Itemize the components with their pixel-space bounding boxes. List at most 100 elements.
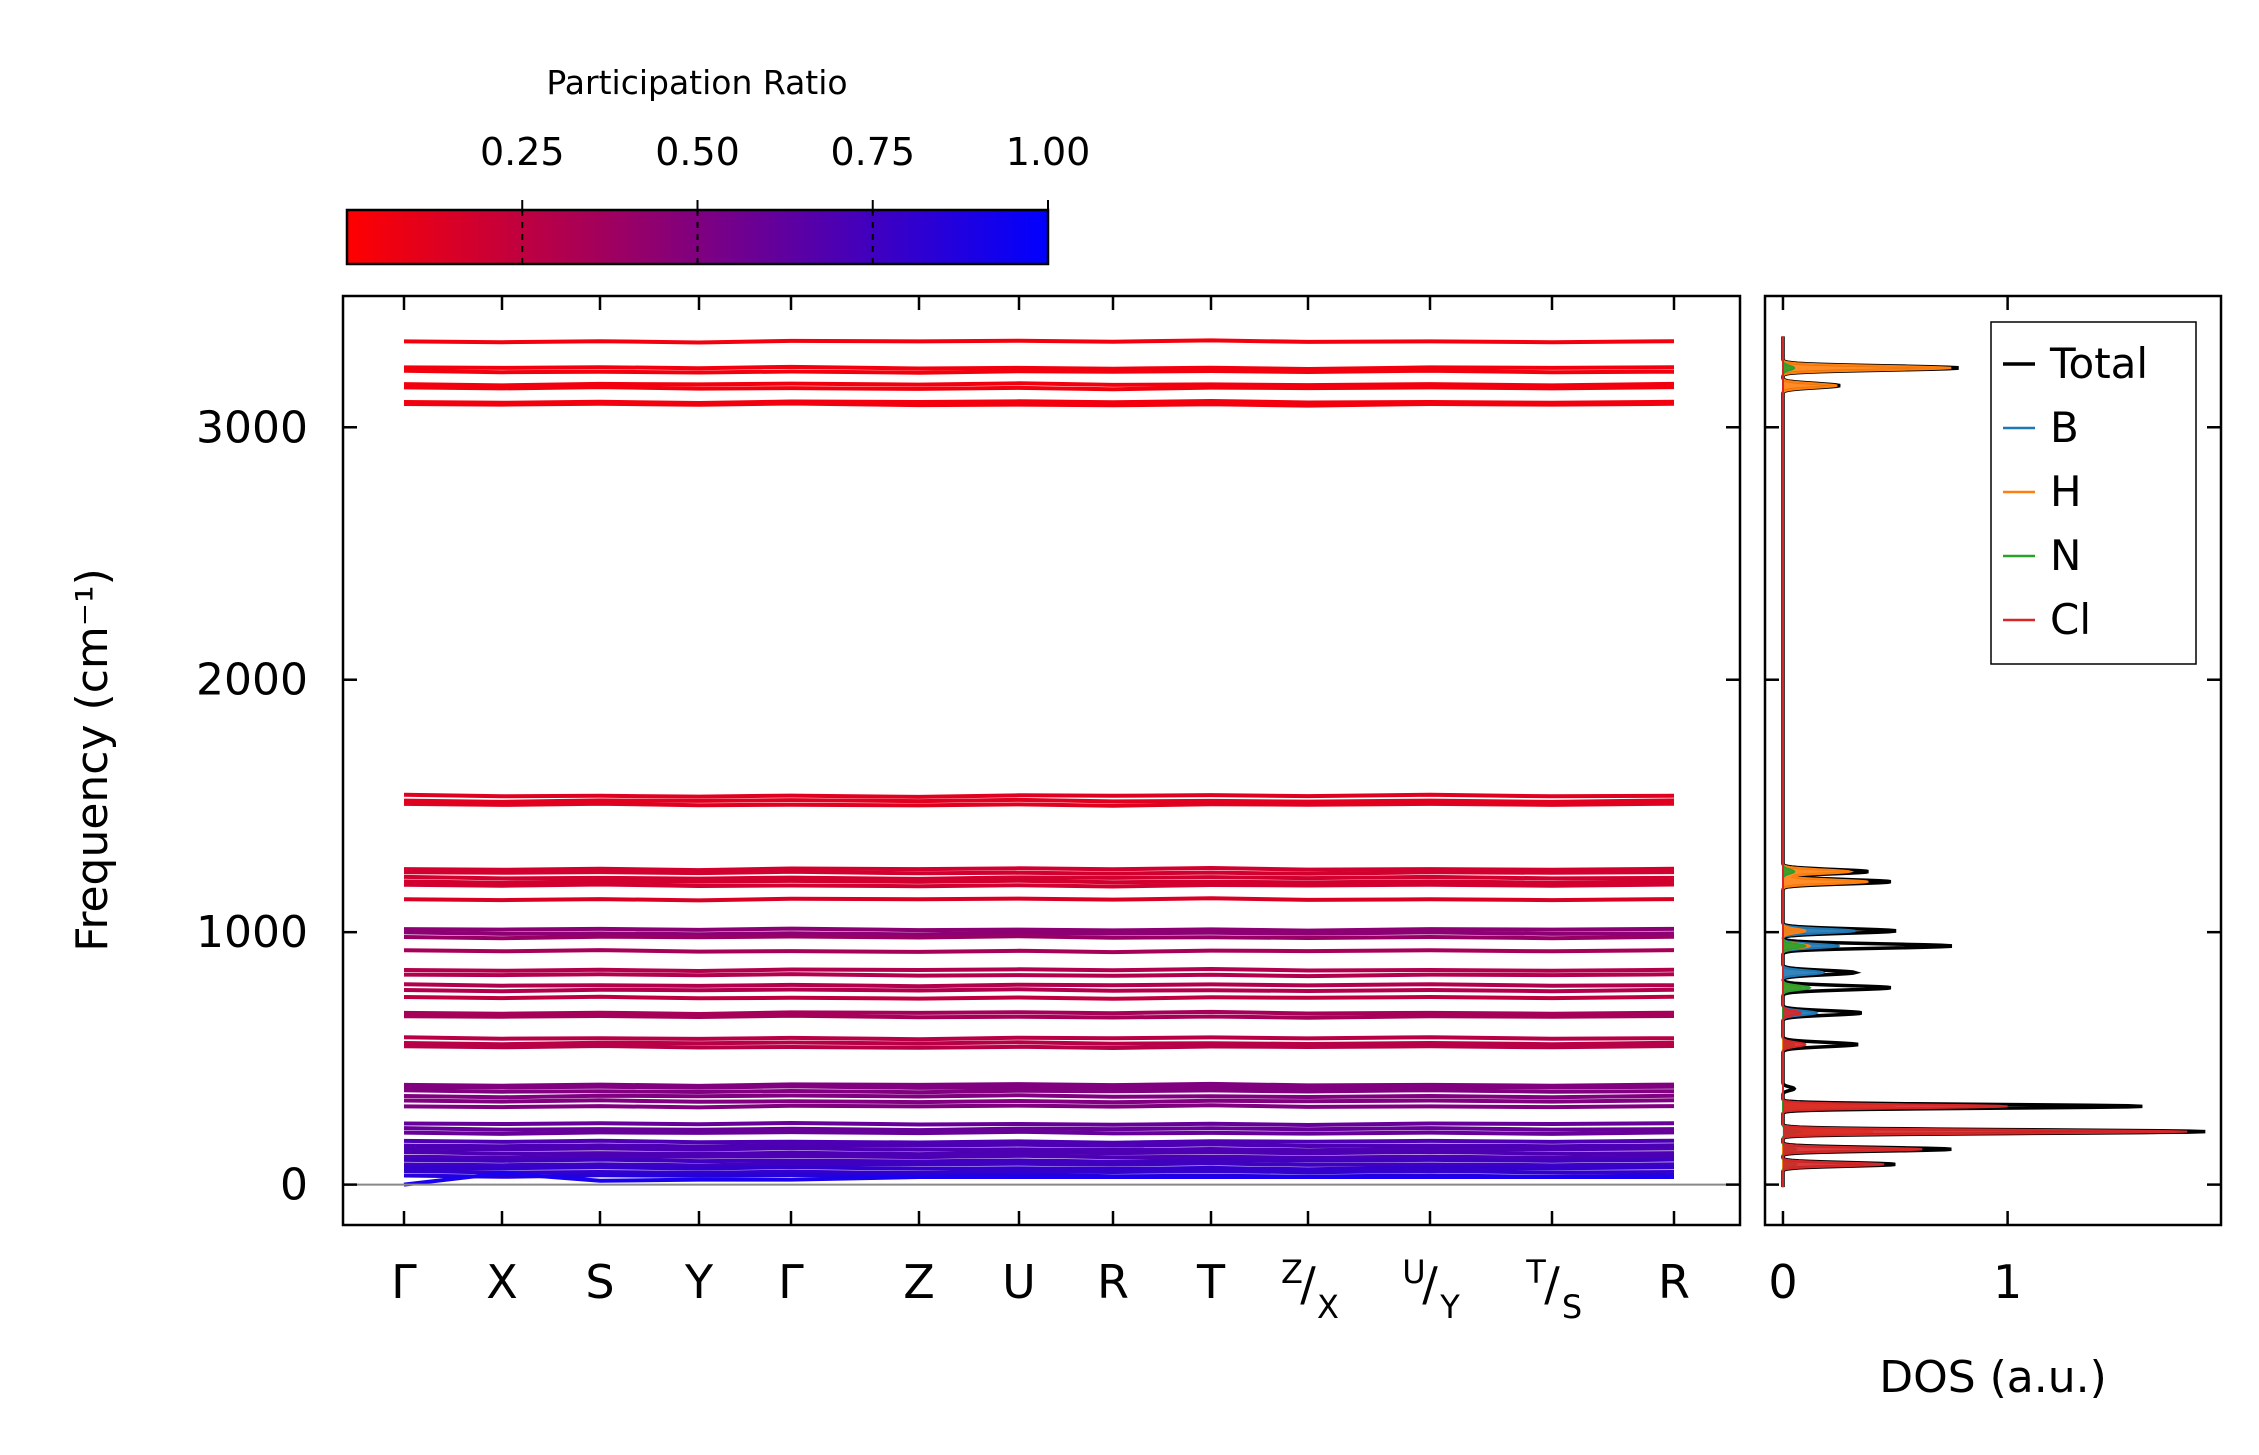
k-point-sup: Z <box>1281 1253 1303 1291</box>
dos-x-tick-label: 0 <box>1768 1255 1797 1309</box>
band-line <box>403 1153 1675 1160</box>
dos-fill-b <box>1782 336 1855 1188</box>
band-line <box>403 1165 1675 1172</box>
band-line <box>403 930 1675 937</box>
dos-axes-frame <box>1763 294 2223 1227</box>
k-point-sup: T <box>1525 1253 1546 1291</box>
band-line <box>403 1103 1675 1110</box>
k-point-slash: / <box>1422 1257 1438 1311</box>
dos-line-cl <box>1782 336 2188 1188</box>
k-point-label: T <box>1196 1255 1226 1309</box>
band-line <box>403 1084 1675 1091</box>
band-line <box>403 948 1675 955</box>
k-point-label: Z <box>903 1255 935 1309</box>
colorbar-tick-label: 0.25 <box>480 130 565 174</box>
k-point-label: S <box>585 1255 614 1309</box>
legend-label: N <box>2050 531 2081 580</box>
band-line <box>403 1157 1675 1164</box>
y-axis-label: Frequency (cm⁻¹) <box>67 568 118 952</box>
band-line <box>403 1009 1675 1017</box>
k-point-label: X <box>486 1255 518 1309</box>
k-point-sub: Y <box>1439 1288 1460 1326</box>
band-line <box>403 1120 1675 1128</box>
band-line <box>403 385 1675 392</box>
band-line <box>403 1126 1675 1133</box>
k-point-sup: U <box>1402 1253 1425 1291</box>
legend-label: H <box>2050 467 2082 516</box>
band-line <box>403 865 1675 873</box>
band-line <box>403 934 1675 941</box>
band-line <box>403 338 1675 345</box>
dos-line-b <box>1782 336 1856 1188</box>
dos-legend: Total BHN Cl <box>1990 321 2197 665</box>
y-tick-label: 3000 <box>196 402 308 453</box>
band-line <box>403 368 1675 375</box>
k-point-sub: S <box>1562 1288 1582 1326</box>
band-x-ticks: Γ X S Y Γ Z U R T Z/XU/YT/S R <box>391 296 1690 1326</box>
band-line <box>403 398 1675 406</box>
colorbar-tick-label: 1.00 <box>1006 130 1091 174</box>
colorbar-tick-label: 0.50 <box>655 130 740 174</box>
colorbar-ticks: 0.25 0.50 0.75 1.00 <box>480 130 1090 264</box>
colorbar-tick-label: 0.75 <box>830 130 915 174</box>
band-y-ticks: 0 1000 2000 3000 <box>196 402 1740 1211</box>
k-point-slash: / <box>1300 1257 1316 1311</box>
dos-x-axis-label: DOS (a.u.) <box>1879 1352 2107 1403</box>
band-line <box>403 797 1675 804</box>
k-point-label: Γ <box>778 1255 804 1309</box>
band-line <box>403 882 1675 889</box>
k-point-label: Z/X <box>1281 1253 1339 1326</box>
k-point-label: U/Y <box>1402 1253 1460 1326</box>
band-axes-frame <box>341 294 1742 1227</box>
band-line <box>403 966 1675 974</box>
band-line <box>403 987 1675 994</box>
band-line <box>403 1043 1675 1051</box>
band-line <box>403 1168 1675 1176</box>
dos-x-tick-label: 1 <box>1993 1255 2022 1309</box>
band-line <box>403 1093 1675 1100</box>
band-line <box>403 994 1675 1001</box>
band-line <box>403 926 1675 933</box>
band-line <box>403 401 1675 408</box>
k-point-label: R <box>1097 1255 1129 1309</box>
band-line <box>403 874 1675 881</box>
dos-line-n <box>1782 336 1812 1188</box>
k-point-label: U <box>1002 1255 1036 1309</box>
band-line <box>403 1146 1675 1153</box>
dos-curves <box>1781 336 2206 1188</box>
band-line <box>403 1013 1675 1020</box>
dos-fill-h <box>1782 336 1951 1188</box>
band-line <box>403 972 1675 979</box>
band-line <box>403 1129 1675 1136</box>
y-tick-label: 2000 <box>196 655 308 706</box>
band-line <box>403 1081 1675 1088</box>
band-line <box>403 792 1675 799</box>
band-line <box>403 1088 1675 1095</box>
dos-fill-n <box>1782 336 1810 1188</box>
band-lines <box>403 338 1675 1187</box>
k-point-label: Y <box>684 1255 714 1309</box>
band-line <box>403 878 1675 885</box>
band-line <box>403 381 1675 388</box>
y-tick-label: 0 <box>280 1160 308 1211</box>
k-point-label: T/S <box>1525 1253 1582 1326</box>
colorbar: Participation Ratio 0.25 0.50 0.75 1.00 <box>345 63 1090 266</box>
band-line <box>403 896 1675 903</box>
band-line <box>403 364 1675 372</box>
band-line <box>403 1035 1675 1042</box>
band-line <box>403 982 1675 989</box>
k-point-label: R <box>1658 1255 1690 1309</box>
band-line <box>403 1149 1675 1157</box>
band-line <box>403 1161 1675 1168</box>
k-point-slash: / <box>1544 1257 1560 1311</box>
band-line <box>403 869 1675 876</box>
band-line <box>403 1138 1675 1145</box>
band-line <box>403 801 1675 808</box>
band-line <box>403 1040 1675 1047</box>
k-point-label: Γ <box>391 1255 417 1309</box>
legend-label: Cl <box>2050 595 2091 644</box>
